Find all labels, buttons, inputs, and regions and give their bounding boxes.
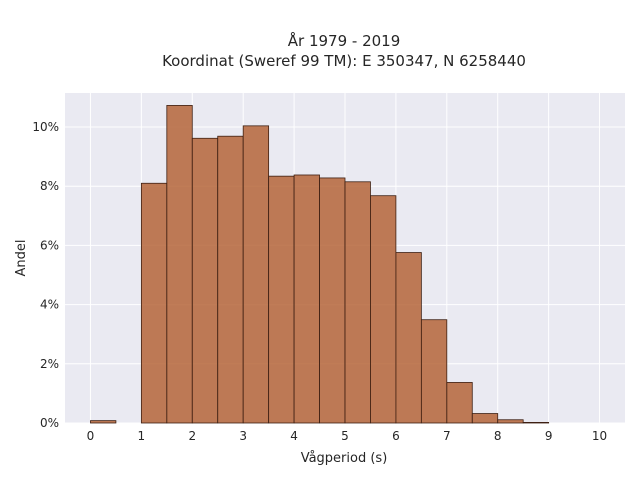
y-axis-label: Andel xyxy=(14,240,29,277)
x-tick-label: 10 xyxy=(592,429,607,443)
x-tick-labels: 0 1 2 3 4 5 6 7 8 9 10 xyxy=(87,429,608,443)
histogram-bar xyxy=(370,196,395,423)
x-tick-label: 6 xyxy=(392,429,400,443)
histogram-bar xyxy=(345,182,370,423)
y-tick-label: 0% xyxy=(40,416,59,430)
histogram-bar xyxy=(320,178,345,423)
x-tick-label: 7 xyxy=(443,429,451,443)
x-tick-label: 1 xyxy=(138,429,146,443)
histogram-bar xyxy=(218,136,243,423)
chart-title-line2: Koordinat (Sweref 99 TM): E 350347, N 62… xyxy=(162,52,526,70)
chart-title-line1: År 1979 - 2019 xyxy=(288,31,401,50)
y-tick-labels: 0% 2% 4% 6% 8% 10% xyxy=(32,120,59,430)
x-tick-label: 3 xyxy=(239,429,247,443)
histogram-bar xyxy=(167,105,192,423)
histogram-bar xyxy=(396,253,421,423)
histogram-bar xyxy=(498,420,523,423)
x-tick-label: 4 xyxy=(290,429,298,443)
x-tick-label: 9 xyxy=(545,429,553,443)
x-tick-label: 0 xyxy=(87,429,95,443)
histogram-bar xyxy=(192,138,217,423)
histogram-bar xyxy=(243,126,268,423)
y-tick-label: 10% xyxy=(32,120,59,134)
y-tick-label: 2% xyxy=(40,357,59,371)
histogram-bar xyxy=(421,320,446,423)
y-tick-label: 6% xyxy=(40,238,59,252)
histogram-bar xyxy=(141,183,166,423)
histogram-bar xyxy=(294,175,319,423)
y-tick-label: 8% xyxy=(40,179,59,193)
histogram-bar xyxy=(523,422,548,423)
histogram-bar xyxy=(447,382,472,423)
histogram-bar xyxy=(90,421,115,423)
x-axis-label: Vågperiod (s) xyxy=(301,451,388,466)
x-tick-label: 8 xyxy=(494,429,502,443)
x-tick-label: 2 xyxy=(188,429,196,443)
histogram-bar xyxy=(472,414,497,423)
x-tick-label: 5 xyxy=(341,429,349,443)
y-tick-label: 4% xyxy=(40,298,59,312)
histogram-bar xyxy=(269,176,294,423)
